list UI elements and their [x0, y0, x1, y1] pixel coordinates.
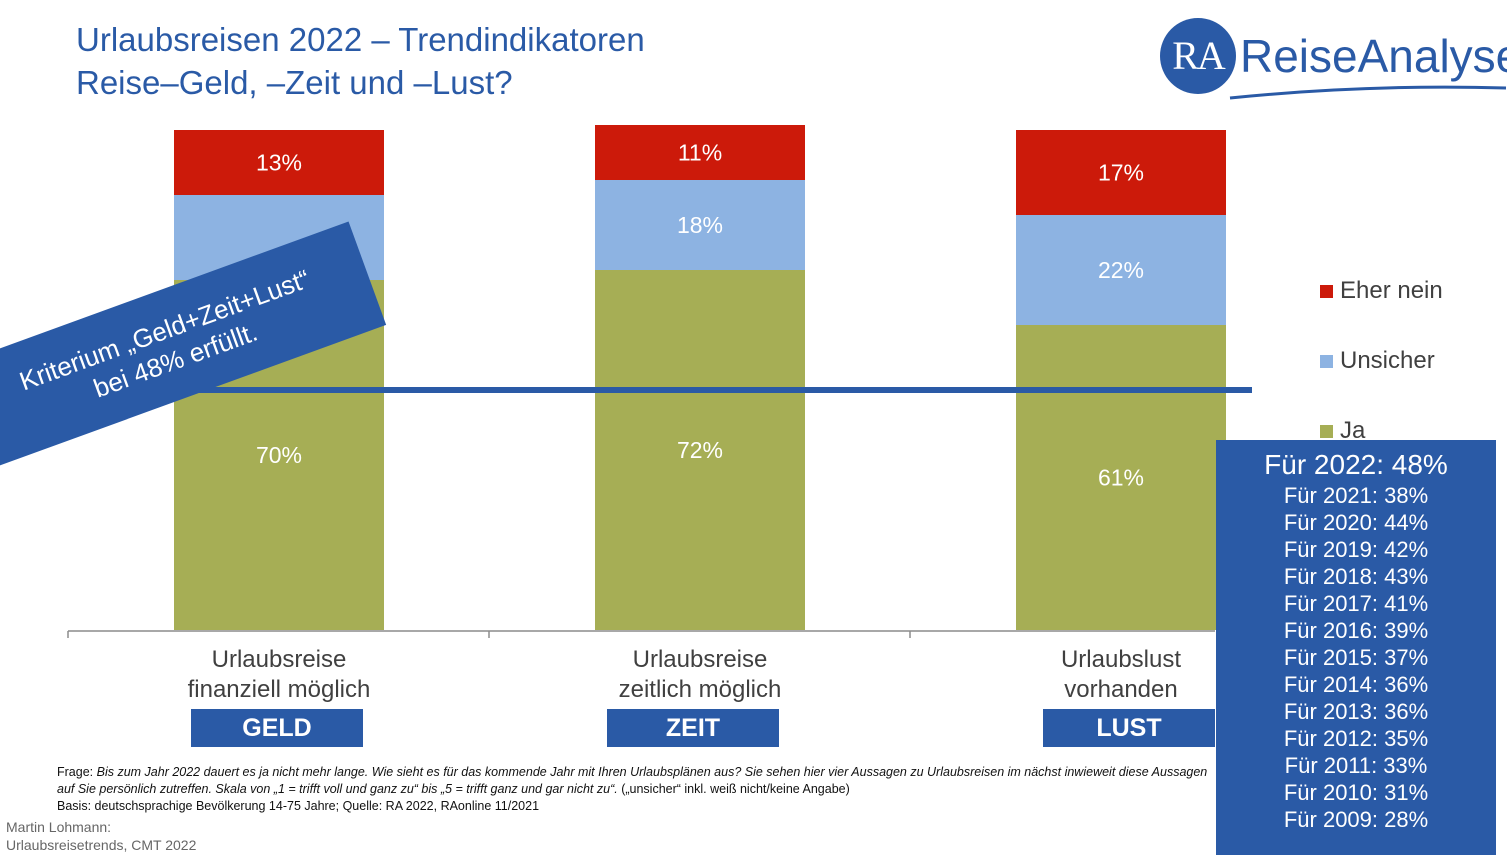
history-current: Für 2022: 48% — [1264, 449, 1448, 480]
data-label: 11% — [678, 140, 722, 166]
legend-swatch — [1320, 425, 1333, 438]
category-label-line: zeitlich möglich — [618, 676, 782, 703]
history-item: Für 2018: 43% — [1283, 564, 1429, 589]
history-item: Für 2016: 39% — [1283, 618, 1429, 643]
legend-item-ja: Ja — [1320, 416, 1500, 446]
title-line-1: Urlaubsreisen 2022 – Trendindikatoren — [76, 21, 645, 58]
category-label-line: Urlaubslust — [1060, 646, 1182, 673]
bar-eher-nein-2 — [595, 125, 805, 180]
history-item: Für 2014: 36% — [1283, 672, 1429, 697]
data-label: 70% — [256, 442, 302, 468]
logo-swoosh-icon — [1229, 85, 1507, 100]
data-label: 18% — [677, 212, 723, 238]
category-badge-zeit: ZEIT — [607, 709, 779, 747]
footnote-question: Bis zum Jahr 2022 dauert es ja nicht meh… — [57, 765, 1208, 796]
history-item: Für 2017: 41% — [1283, 591, 1429, 616]
history-item: Für 2021: 38% — [1283, 483, 1429, 508]
bar-ja-2 — [595, 270, 805, 630]
author-line-2: Urlaubsreisetrends, CMT 2022 — [6, 837, 197, 853]
bar-unsicher-3 — [1016, 215, 1226, 325]
legend-label: Eher nein — [1340, 277, 1443, 304]
category-badge-geld: GELD — [191, 709, 363, 747]
history-item: Für 2019: 42% — [1283, 537, 1429, 562]
history-item: Für 2015: 37% — [1283, 645, 1429, 670]
bar-eher-nein-3 — [1016, 130, 1226, 215]
data-label: 13% — [256, 150, 302, 176]
legend-item-eher-nein: Eher nein — [1320, 276, 1500, 306]
data-label: 22% — [1098, 257, 1144, 283]
bar-eher-nein-1 — [174, 130, 384, 195]
history-item: Für 2010: 31% — [1283, 780, 1429, 805]
category-label-line: finanziell möglich — [187, 676, 371, 703]
data-label: 72% — [677, 437, 723, 463]
history-box: Für 2022: 48% Für 2021: 38% Für 2020: 44%… — [1216, 440, 1496, 855]
category-label-3: Urlaubslust vorhanden — [991, 645, 1251, 705]
footnote-question-prefix: Frage: — [57, 765, 97, 779]
footnote-basis: Basis: deutschsprachige Bevölkerung 14-7… — [57, 799, 540, 813]
data-label: 61% — [1098, 465, 1144, 491]
legend-item-unsicher: Unsicher — [1320, 346, 1500, 376]
legend-label: Unsicher — [1340, 347, 1435, 374]
history-item: Für 2009: 28% — [1283, 807, 1429, 832]
history-item: Für 2012: 35% — [1283, 726, 1429, 751]
title-line-2: Reise–Geld, –Zeit und –Lust? — [76, 64, 513, 101]
category-badge-lust: LUST — [1043, 709, 1215, 747]
footnote: Frage: Bis zum Jahr 2022 dauert es ja ni… — [57, 764, 1217, 815]
bar-ja-3 — [1016, 325, 1226, 630]
history-item: Für 2013: 36% — [1283, 699, 1429, 724]
legend-swatch — [1320, 355, 1333, 368]
logo-text: ReiseAnalyse — [1240, 30, 1507, 82]
bar-unsicher-2 — [595, 180, 805, 270]
legend-label: Ja — [1340, 417, 1366, 444]
history-item: Für 2011: 33% — [1284, 753, 1428, 778]
category-label-1: Urlaubsreise finanziell möglich — [149, 645, 409, 705]
data-label: 17% — [1098, 160, 1144, 186]
footnote-question-suffix: („unsicher“ inkl. weiß nicht/keine Angab… — [617, 782, 850, 796]
logo-mark: RA — [1160, 18, 1236, 94]
author-line-1: Martin Lohmann: — [6, 819, 112, 835]
author-credit: Martin Lohmann: Urlaubsreisetrends, CMT … — [6, 818, 196, 854]
category-label-line: vorhanden — [1064, 676, 1178, 703]
page-title: Urlaubsreisen 2022 – Trendindikatoren Re… — [76, 18, 645, 104]
category-label-2: Urlaubsreise zeitlich möglich — [570, 645, 830, 705]
category-label-line: Urlaubsreise — [211, 646, 347, 673]
reiseanalyse-logo: RA ReiseAnalyse — [1158, 18, 1507, 100]
legend-swatch — [1320, 285, 1333, 298]
history-item: Für 2020: 44% — [1283, 510, 1429, 535]
category-label-line: Urlaubsreise — [632, 646, 768, 673]
